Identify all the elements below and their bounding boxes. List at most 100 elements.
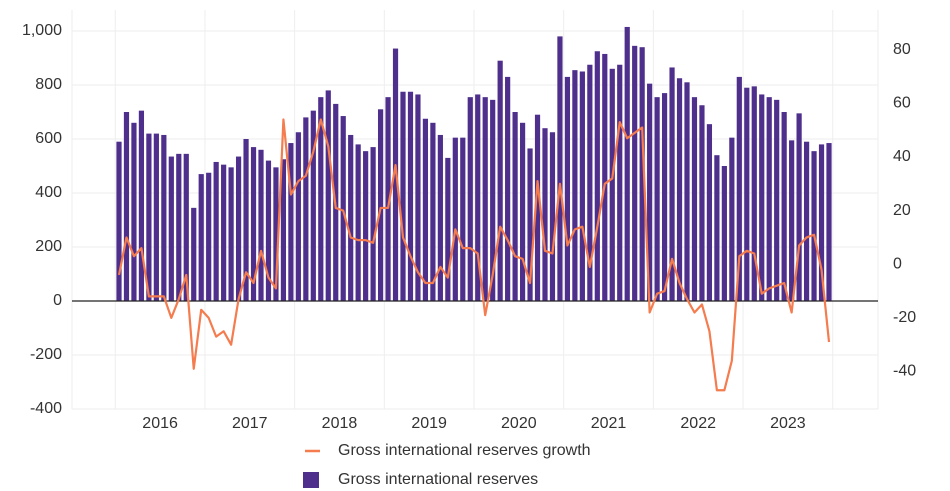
bar: [789, 140, 795, 301]
bar: [325, 90, 331, 302]
bar: [146, 133, 152, 301]
bar: [407, 91, 414, 301]
x-tick-label: 2020: [501, 415, 537, 432]
bar: [198, 174, 204, 301]
y2-tick-label: -40: [893, 363, 916, 380]
bar: [460, 137, 466, 301]
bar: [452, 137, 458, 301]
bar: [206, 172, 212, 301]
y-tick-label: 600: [35, 130, 62, 147]
bar: [549, 132, 556, 301]
bar: [258, 149, 264, 301]
bar: [213, 161, 219, 301]
bar: [617, 64, 623, 301]
bar: [774, 99, 780, 301]
bar: [377, 109, 384, 301]
bar: [609, 68, 615, 301]
x-tick-label: 2019: [411, 415, 447, 432]
y2-tick-label: 20: [893, 202, 911, 219]
bar: [273, 167, 279, 301]
bar: [183, 153, 189, 301]
bar: [729, 137, 735, 301]
bar: [751, 86, 757, 301]
bar: [235, 156, 242, 301]
bar: [265, 160, 272, 301]
x-tick-label: 2016: [142, 415, 178, 432]
bar: [706, 124, 713, 302]
bar: [355, 144, 361, 301]
bar: [415, 94, 421, 301]
bar: [288, 143, 294, 301]
bar: [534, 114, 541, 301]
y2-tick-label: 60: [893, 95, 911, 112]
bar: [602, 53, 608, 302]
bar: [699, 105, 705, 301]
bar: [295, 132, 301, 301]
x-tick-label: 2022: [680, 415, 716, 432]
bar: [467, 97, 473, 302]
legend-label: Gross international reserves: [338, 471, 538, 488]
bar: [796, 113, 802, 301]
bar: [579, 71, 585, 301]
bar: [385, 97, 391, 302]
y-tick-label: 400: [35, 184, 62, 201]
bar: [587, 64, 593, 301]
bar: [632, 45, 638, 301]
line: [117, 118, 831, 392]
x-tick-label: 2021: [591, 415, 627, 432]
bar: [661, 93, 668, 301]
legend-swatch: [303, 472, 319, 488]
bar: [370, 147, 376, 301]
bar: [564, 76, 571, 302]
bar: [818, 144, 825, 301]
bar: [363, 151, 369, 301]
bar: [482, 97, 488, 302]
bar: [542, 128, 548, 301]
bar: [647, 83, 653, 302]
bar: [691, 97, 698, 302]
bar: [430, 122, 436, 301]
legend-label: Gross international reserves growth: [338, 442, 591, 459]
bar: [168, 156, 174, 301]
bar: [400, 91, 406, 301]
bar: [736, 76, 742, 302]
bar: [123, 112, 130, 301]
bar: [676, 78, 683, 301]
bar: [243, 139, 249, 301]
bar: [781, 112, 787, 301]
bar: [221, 164, 227, 301]
x-tick-label: 2018: [322, 415, 358, 432]
bar: [519, 122, 526, 301]
bar: [138, 110, 145, 302]
bar: [340, 116, 346, 301]
y2-tick-label: 40: [893, 148, 911, 165]
bar: [803, 141, 810, 301]
y-tick-label: 0: [53, 292, 62, 309]
bar: [512, 112, 518, 301]
bar: [310, 110, 316, 302]
bar: [422, 118, 429, 301]
bar: [826, 143, 832, 301]
bar: [490, 99, 496, 301]
y-tick-label: 200: [35, 238, 62, 255]
bar: [228, 167, 234, 301]
bar: [116, 141, 122, 301]
bar: [714, 155, 720, 301]
bar: [131, 122, 137, 301]
bar: [250, 147, 257, 301]
y2-tick-label: -20: [893, 309, 916, 326]
bar: [153, 133, 159, 301]
y-tick-label: 800: [35, 76, 62, 93]
y2-tick-label: 0: [893, 255, 902, 272]
bar: [161, 134, 167, 301]
bar: [766, 97, 772, 302]
bar: [280, 159, 287, 301]
y2-tick-label: 80: [893, 41, 911, 58]
bar: [318, 97, 324, 302]
bar: [721, 166, 727, 301]
bar: [475, 94, 481, 301]
bar: [639, 47, 645, 302]
bar: [684, 82, 690, 301]
bar: [348, 134, 354, 301]
bar: [445, 157, 451, 301]
